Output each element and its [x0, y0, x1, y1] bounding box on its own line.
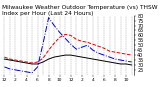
- Text: Milwaukee Weather Outdoor Temperature (vs) THSW Index per Hour (Last 24 Hours): Milwaukee Weather Outdoor Temperature (v…: [2, 5, 157, 16]
